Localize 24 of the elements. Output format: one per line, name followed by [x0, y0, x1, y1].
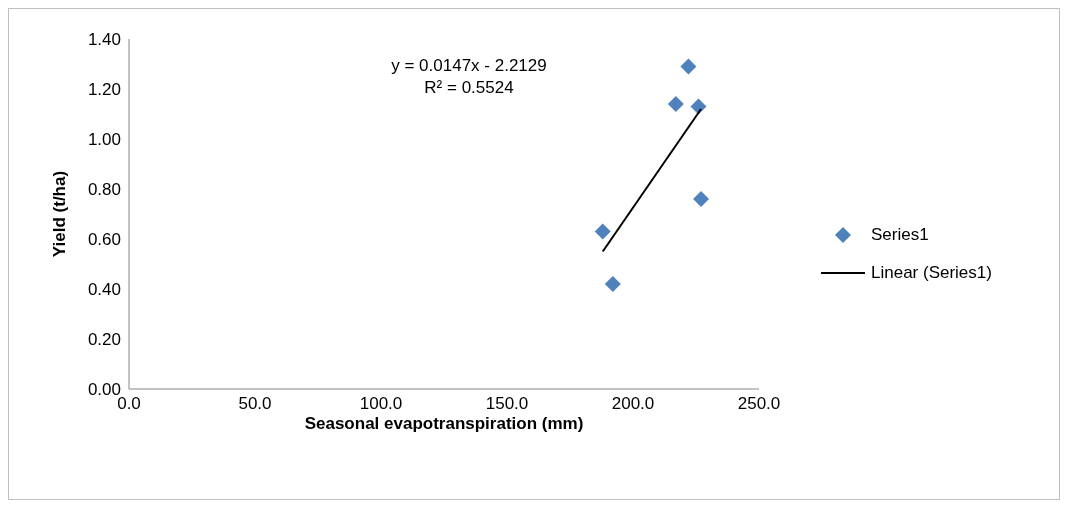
y-tick-label: 0.60 — [87, 230, 121, 250]
x-tick-label: 250.0 — [737, 394, 781, 414]
point — [693, 191, 710, 207]
legend-label: Linear (Series1) — [871, 263, 992, 283]
x-tick-label: 200.0 — [611, 394, 655, 414]
y-tick-label: 1.00 — [87, 130, 121, 150]
point — [680, 58, 697, 75]
y-tick-label: 0.80 — [87, 180, 121, 200]
point — [667, 96, 684, 112]
y-axis-title: Yield (t/ha) — [50, 170, 70, 258]
y-tick-label: 0.20 — [87, 330, 121, 350]
y-tick-label: 1.40 — [87, 30, 121, 50]
x-tick-label: 0.0 — [117, 394, 141, 414]
x-axis-title: Seasonal evapotranspiration (mm) — [304, 414, 584, 433]
y-tick-label: 0.40 — [87, 280, 121, 300]
point — [604, 276, 621, 292]
x-tick-label: 100.0 — [359, 394, 403, 414]
point — [594, 223, 611, 240]
x-tick-label: 50.0 — [238, 394, 272, 414]
annotation: R² = 0.5524 — [423, 77, 515, 99]
annotation: y = 0.0147x - 2.2129 — [390, 55, 548, 77]
y-tick-label: 1.20 — [87, 80, 121, 100]
x-tick-label: 150.0 — [485, 394, 529, 414]
legend-label: Series1 — [871, 225, 929, 245]
